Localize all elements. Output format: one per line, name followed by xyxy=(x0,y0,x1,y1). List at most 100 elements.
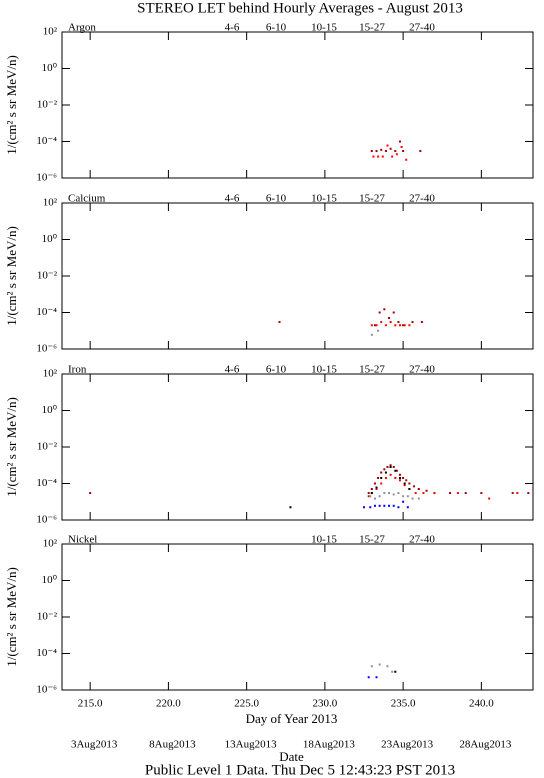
data-point xyxy=(425,489,428,492)
data-point xyxy=(384,324,387,327)
plot-frame xyxy=(61,202,534,350)
legend-entry: 10-15 xyxy=(311,193,337,205)
data-point xyxy=(383,468,386,471)
data-point xyxy=(380,477,383,480)
data-point xyxy=(380,471,383,474)
data-point xyxy=(386,466,389,469)
panel-label: Argon xyxy=(68,22,96,34)
data-point xyxy=(377,155,380,158)
y-tick-label: 10⁰ xyxy=(42,404,58,416)
data-point xyxy=(398,473,401,476)
data-point xyxy=(89,492,92,495)
data-point xyxy=(389,321,392,324)
date-tick-label: 23Aug2013 xyxy=(381,739,433,751)
legend-entry: 27-40 xyxy=(409,193,435,205)
footer: Public Level 1 Data. Thu Dec 5 12:43:23 … xyxy=(145,762,455,778)
data-point xyxy=(516,492,519,495)
y-tick-label: 10⁻² xyxy=(37,441,58,453)
date-tick-label: 8Aug2013 xyxy=(149,739,196,751)
data-point xyxy=(389,473,392,476)
data-point xyxy=(408,324,411,327)
x-tick-label: 240.0 xyxy=(469,698,494,710)
data-point xyxy=(391,670,394,673)
plot-frame xyxy=(61,373,534,521)
data-point xyxy=(388,504,391,507)
legend-entry: 15-27 xyxy=(359,22,385,34)
data-point xyxy=(370,665,373,668)
y-axis-label: 1/(cm² s sr MeV/n) xyxy=(4,397,19,497)
data-point xyxy=(380,482,383,485)
legend-entry: 10-15 xyxy=(311,364,337,376)
data-point xyxy=(488,497,491,500)
data-point xyxy=(378,663,381,666)
y-tick-label: 10² xyxy=(43,26,58,38)
data-point xyxy=(367,492,370,495)
y-tick-label: 10⁻⁴ xyxy=(36,135,57,147)
x-tick-label: 230.0 xyxy=(313,698,338,710)
data-point xyxy=(377,329,380,332)
data-point xyxy=(511,492,514,495)
data-point xyxy=(398,324,401,327)
y-tick-label: 10⁻² xyxy=(37,99,58,111)
data-point xyxy=(394,324,397,327)
legend-entry: 4-6 xyxy=(225,193,240,205)
data-point xyxy=(369,506,372,509)
panel-label: Nickel xyxy=(68,534,97,546)
data-point xyxy=(417,487,420,490)
data-point xyxy=(381,155,384,158)
x-axis-label: Day of Year 2013 xyxy=(246,711,338,726)
y-axis-label: 1/(cm² s sr MeV/n) xyxy=(4,567,19,667)
data-point xyxy=(363,506,366,509)
y-tick-label: 10⁻⁶ xyxy=(36,172,57,184)
data-point xyxy=(456,492,459,495)
data-point xyxy=(388,492,391,495)
y-tick-label: 10⁻⁴ xyxy=(36,647,57,659)
panel-label: Calcium xyxy=(68,193,106,205)
data-point xyxy=(383,492,386,495)
y-tick-label: 10⁻² xyxy=(37,270,58,282)
legend-entry: 6-10 xyxy=(266,193,287,205)
data-point xyxy=(375,487,378,490)
data-point xyxy=(373,504,376,507)
date-tick-label: 28Aug2013 xyxy=(459,739,511,751)
data-point xyxy=(370,324,373,327)
data-point xyxy=(289,506,292,509)
data-point xyxy=(411,497,414,500)
data-point xyxy=(392,466,395,469)
chart-title: STEREO LET behind Hourly Averages - Augu… xyxy=(137,0,463,16)
data-point xyxy=(392,493,395,496)
legend-entry: 6-10 xyxy=(266,364,287,376)
legend-entry: 10-15 xyxy=(311,22,337,34)
data-point xyxy=(420,321,423,324)
data-point xyxy=(384,471,387,474)
data-point xyxy=(383,308,386,311)
panel-label: Iron xyxy=(68,364,87,376)
data-point xyxy=(402,150,405,153)
data-point xyxy=(375,150,378,153)
y-tick-label: 10⁰ xyxy=(42,233,58,245)
data-point xyxy=(394,670,397,673)
data-point xyxy=(464,492,467,495)
y-tick-label: 10⁻⁴ xyxy=(36,306,57,318)
date-tick-label: 18Aug2013 xyxy=(303,739,355,751)
plot-frame xyxy=(61,31,534,179)
data-point xyxy=(395,153,398,156)
data-point xyxy=(398,140,401,143)
y-tick-label: 10⁻⁶ xyxy=(36,514,57,526)
data-point xyxy=(394,477,397,480)
data-point xyxy=(369,495,372,498)
date-tick-label: 3Aug2013 xyxy=(71,739,118,751)
legend-entry: 27-40 xyxy=(409,22,435,34)
data-point xyxy=(397,492,400,495)
data-point xyxy=(397,506,400,509)
data-point xyxy=(405,479,408,482)
data-point xyxy=(527,492,530,495)
data-point xyxy=(398,479,401,482)
data-point xyxy=(408,482,411,485)
legend-entry: 10-15 xyxy=(311,534,337,546)
data-point xyxy=(378,311,381,314)
data-point xyxy=(378,504,381,507)
y-tick-label: 10² xyxy=(43,197,58,209)
data-point xyxy=(389,147,392,150)
data-point xyxy=(391,155,394,158)
